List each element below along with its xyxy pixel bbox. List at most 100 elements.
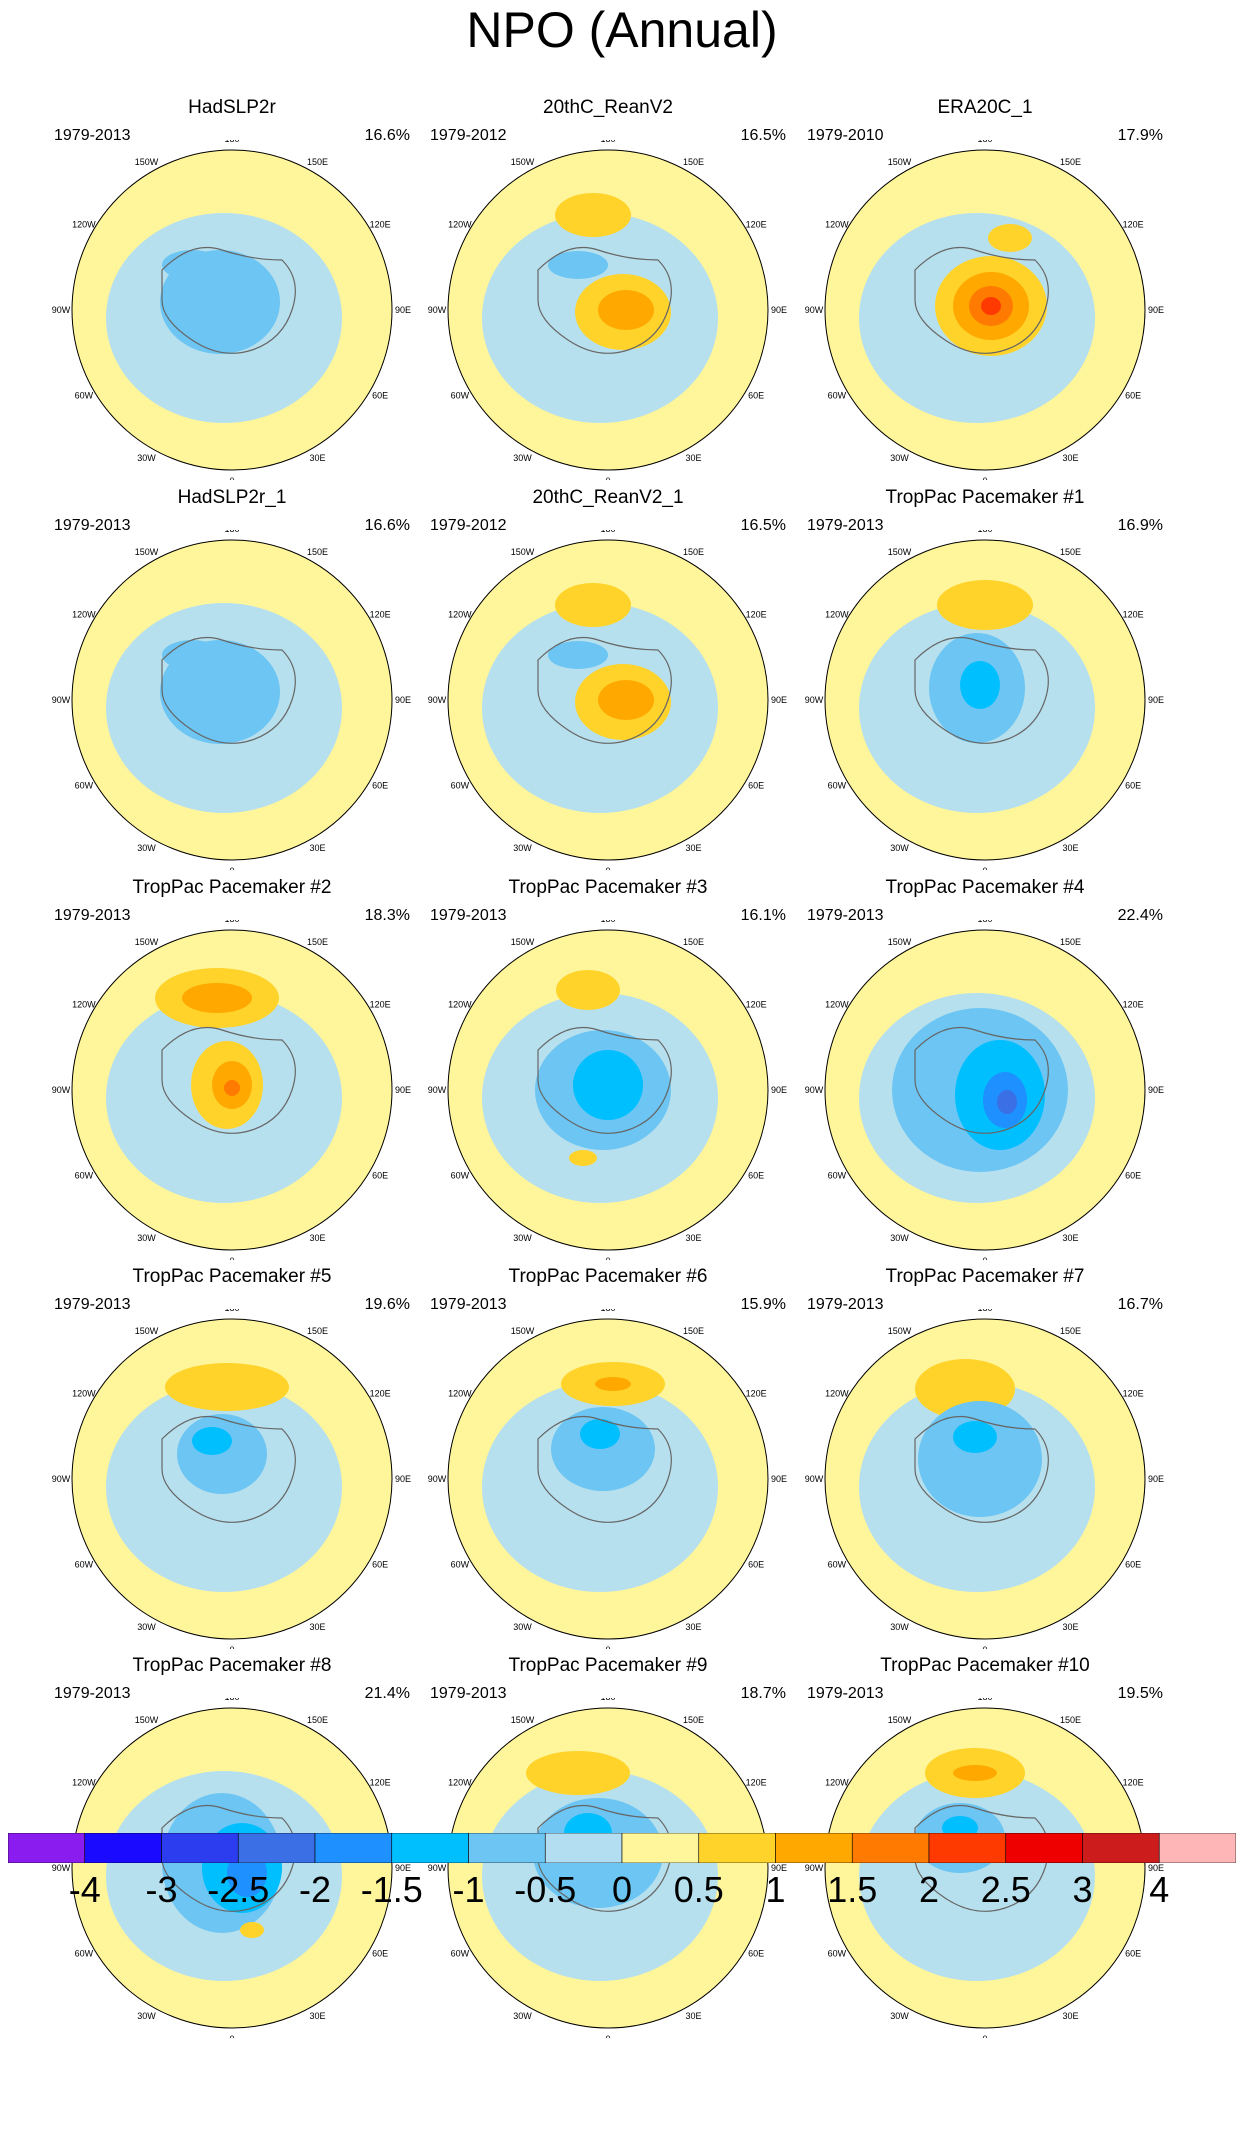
coastline: [161, 246, 296, 354]
colorbar-swatch: [621, 1833, 700, 1863]
longitude-label: 60W: [451, 1171, 470, 1181]
longitude-label: 120W: [448, 220, 472, 230]
colorbar-swatch: [84, 1833, 162, 1863]
coastline: [914, 636, 1049, 744]
colorbar-swatch: [698, 1833, 776, 1863]
coastline: [537, 1026, 672, 1134]
panel-title: TropPac Pacemaker #5: [132, 1266, 332, 1287]
panel-title: HadSLP2r: [188, 97, 276, 118]
longitude-label: 30E: [309, 1622, 325, 1632]
longitude-label: 180: [224, 920, 239, 924]
map-boundary: [71, 149, 393, 471]
longitude-label: 150W: [135, 157, 159, 167]
longitude-label: 180: [224, 1309, 239, 1313]
colorbar-swatch: [544, 1833, 623, 1863]
positive-anomaly-contour: [224, 1080, 240, 1096]
polar-map: 180 150E 120E 90E 60E 30E 0 30W 60W 90W 120W 150W: [428, 530, 787, 870]
colorbar-swatch: [314, 1833, 393, 1863]
longitude-label: 30W: [513, 2011, 532, 2021]
longitude-label: 60E: [748, 1171, 764, 1181]
longitude-label: 150E: [683, 937, 704, 947]
longitude-label: 0: [605, 2034, 610, 2038]
colorbar-tick-label: 2: [918, 1869, 940, 1910]
panel-variance-pct: 15.9%: [740, 1296, 786, 1313]
longitude-label: 30E: [685, 2011, 701, 2021]
colorbar-swatch: [391, 1833, 469, 1863]
longitude-label: 60E: [748, 1949, 764, 1959]
positive-anomaly-contour: [595, 1377, 631, 1391]
longitude-label: 120W: [72, 1000, 96, 1010]
longitude-label: 120E: [746, 1778, 767, 1788]
positive-anomaly-contour: [598, 680, 654, 720]
longitude-label: 150W: [888, 157, 912, 167]
colorbar-swatch: [237, 1833, 316, 1863]
longitude-label: 30W: [890, 2011, 909, 2021]
longitude-label: 90W: [52, 1863, 71, 1873]
longitude-label: 0: [229, 2034, 234, 2038]
longitude-label: 30W: [137, 453, 156, 463]
colorbar-tick-label: -4: [68, 1869, 101, 1910]
polar-map: 180 150E 120E 90E 60E 30E 0 30W 60W 90W 120W 150W: [52, 1309, 411, 1649]
longitude-label: 180: [600, 1309, 615, 1313]
negative-anomaly-contour: [162, 250, 222, 280]
map-panel: HadSLP2r 1979-2013 16.6% 180 150E 120E 90E 60E 3…: [44, 96, 420, 480]
map-boundary: [71, 539, 393, 861]
longitude-label: 120W: [448, 610, 472, 620]
longitude-label: 60W: [828, 1560, 847, 1570]
longitude-label: 120W: [825, 610, 849, 620]
negative-anomaly-contour: [548, 251, 608, 279]
longitude-label: 150W: [135, 1326, 159, 1336]
longitude-label: 150E: [307, 1715, 328, 1725]
map-panel: TropPac Pacemaker #10 1979-2013 19.5% 180 15…: [797, 1654, 1173, 2038]
panel-years: 1979-2013: [807, 907, 884, 924]
longitude-label: 30W: [890, 1233, 909, 1243]
longitude-label: 30W: [137, 2011, 156, 2021]
longitude-label: 180: [977, 140, 992, 144]
polar-map: 180 150E 120E 90E 60E 30E 0 30W 60W 90W 120W 150W: [52, 530, 411, 870]
longitude-label: 30E: [309, 2011, 325, 2021]
negative-anomaly-contour: [953, 1421, 997, 1453]
longitude-label: 60E: [1125, 781, 1141, 791]
longitude-label: 0: [605, 866, 610, 870]
longitude-label: 90W: [52, 695, 71, 705]
longitude-label: 90E: [395, 305, 411, 315]
negative-anomaly-contour: [192, 1427, 232, 1455]
panel-years: 1979-2013: [54, 1296, 131, 1313]
longitude-label: 30E: [1062, 1622, 1078, 1632]
panel-variance-pct: 17.9%: [1117, 127, 1163, 144]
polar-map: 180 150E 120E 90E 60E 30E 0 30W 60W 90W 120W 150W: [52, 1698, 411, 2038]
longitude-label: 90E: [395, 1474, 411, 1484]
longitude-label: 30W: [890, 1622, 909, 1632]
longitude-label: 90E: [771, 1085, 787, 1095]
colorbar-tick-label: 1.5: [827, 1869, 878, 1910]
longitude-label: 150E: [307, 937, 328, 947]
longitude-label: 120E: [746, 1000, 767, 1010]
coastline: [161, 1026, 296, 1134]
longitude-label: 30E: [685, 843, 701, 853]
longitude-label: 30W: [137, 1233, 156, 1243]
longitude-label: 60E: [372, 391, 388, 401]
colorbar-swatch: [775, 1833, 853, 1863]
longitude-label: 90W: [805, 1863, 824, 1873]
longitude-label: 120E: [370, 1778, 391, 1788]
longitude-label: 60W: [75, 391, 94, 401]
longitude-label: 150E: [1060, 1326, 1081, 1336]
longitude-label: 150W: [888, 1326, 912, 1336]
longitude-label: 120E: [1123, 220, 1144, 230]
longitude-label: 60E: [1125, 391, 1141, 401]
polar-map: 180 150E 120E 90E 60E 30E 0 30W 60W 90W 120W 150W: [805, 920, 1164, 1260]
longitude-label: 60W: [451, 1560, 470, 1570]
positive-anomaly-contour: [165, 1363, 289, 1411]
negative-anomaly-contour: [960, 661, 1000, 709]
negative-anomaly-contour: [162, 640, 222, 670]
panel-title: TropPac Pacemaker #8: [132, 1655, 332, 1676]
longitude-label: 90W: [428, 1863, 447, 1873]
longitude-label: 90E: [771, 1474, 787, 1484]
panel-variance-pct: 16.5%: [740, 127, 786, 144]
longitude-label: 30E: [309, 843, 325, 853]
polar-map: 180 150E 120E 90E 60E 30E 0 30W 60W 90W 120W 150W: [805, 1698, 1164, 2038]
negative-anomaly-contour: [573, 1050, 643, 1120]
panel-title: TropPac Pacemaker #9: [508, 1655, 708, 1676]
